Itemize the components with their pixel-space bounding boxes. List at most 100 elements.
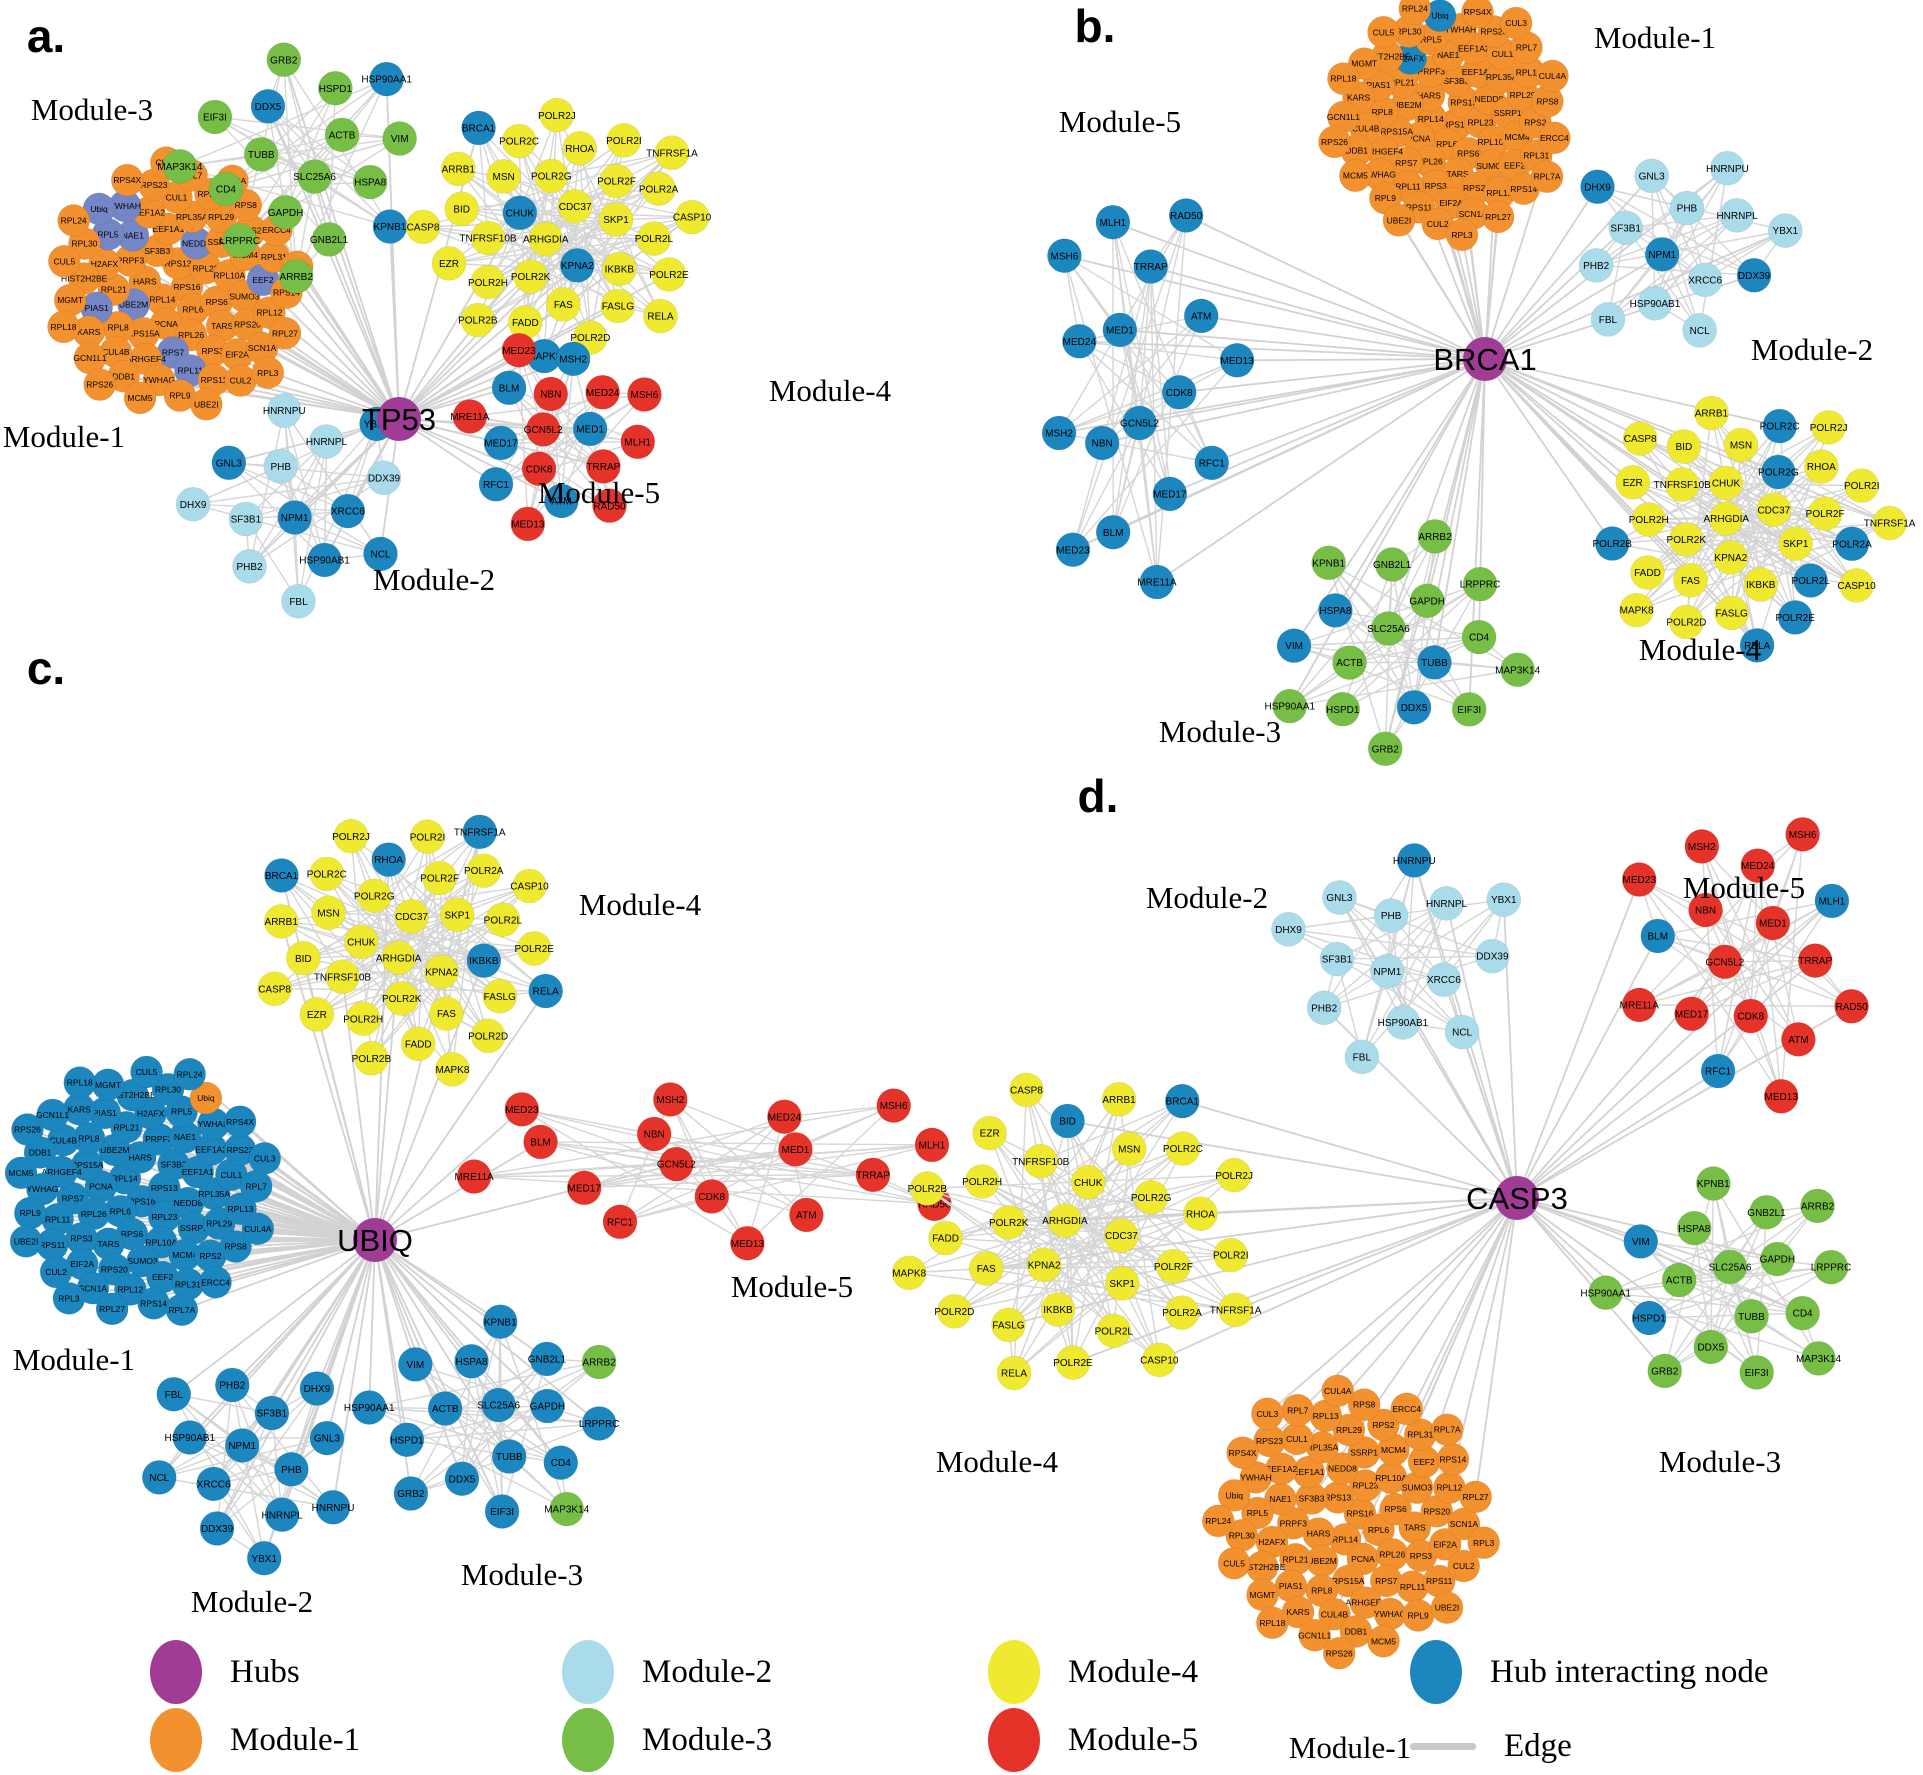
node-GNL3[interactable]: GNL3 — [1322, 880, 1357, 915]
gene-node-circle[interactable] — [299, 997, 335, 1032]
node-PHB[interactable]: PHB — [1373, 898, 1409, 933]
gene-node-circle[interactable] — [1814, 883, 1850, 919]
node-IKBKB[interactable]: IKBKB — [602, 251, 637, 287]
gene-node-circle[interactable] — [36, 1098, 69, 1132]
node-MED1[interactable]: MED1 — [1755, 905, 1791, 941]
node-CASP10[interactable]: CASP10 — [1837, 568, 1876, 603]
gene-node-circle[interactable] — [1318, 593, 1353, 628]
gene-node-circle[interactable] — [309, 856, 345, 892]
gene-node-circle[interactable] — [968, 1251, 1004, 1286]
node-BLM[interactable]: BLM — [491, 370, 527, 406]
node-UBE2I[interactable]: UBE2I — [190, 387, 223, 421]
node-VIM[interactable]: VIM — [398, 1347, 433, 1382]
node-HNRNPU[interactable]: HNRNPU — [312, 1489, 355, 1525]
node-ERCC4[interactable]: ERCC4 — [1390, 1392, 1424, 1426]
gene-node-circle[interactable] — [1777, 600, 1813, 635]
gene-node-circle[interactable] — [1800, 1188, 1835, 1224]
gene-node-circle[interactable] — [1684, 829, 1720, 864]
gene-node-circle[interactable] — [1756, 492, 1792, 528]
gene-node-circle[interactable] — [208, 171, 244, 207]
node-TNFRSF1A[interactable]: TNFRSF1A — [454, 814, 506, 850]
node-MCM5[interactable]: MCM5 — [4, 1156, 38, 1190]
node-PHB2[interactable]: PHB2 — [232, 549, 267, 584]
node-MED24[interactable]: MED24 — [1062, 323, 1097, 359]
gene-node-circle[interactable] — [1426, 962, 1462, 997]
gene-node-circle[interactable] — [1318, 1597, 1351, 1631]
gene-node-circle[interactable] — [1634, 158, 1669, 194]
gene-node-circle[interactable] — [1156, 1248, 1191, 1284]
gene-node-circle[interactable] — [521, 451, 557, 487]
gene-node-circle[interactable] — [1631, 502, 1667, 537]
node-DDX5[interactable]: DDX5 — [1396, 690, 1432, 725]
gene-node-circle[interactable] — [460, 302, 496, 338]
gene-node-circle[interactable] — [1430, 1413, 1464, 1446]
node-UBE2I[interactable]: UBE2I — [1382, 203, 1416, 237]
gene-node-circle[interactable] — [344, 924, 379, 960]
node-FASLG[interactable]: FASLG — [1714, 595, 1749, 631]
gene-node-circle[interactable] — [1104, 1218, 1139, 1253]
gene-node-circle[interactable] — [57, 204, 90, 237]
hub-UBIQ[interactable]: UBIQ — [337, 1218, 413, 1262]
node-POLR2E[interactable]: POLR2E — [1053, 1345, 1093, 1380]
node-NPM1[interactable]: NPM1 — [1644, 237, 1680, 272]
gene-node-circle[interactable] — [991, 1307, 1026, 1343]
gene-node-circle[interactable] — [1785, 1295, 1820, 1331]
gene-node-circle[interactable] — [470, 220, 506, 256]
node-HSPD1[interactable]: HSPD1 — [389, 1422, 425, 1458]
gene-node-circle[interactable] — [1183, 298, 1219, 334]
gene-node-circle[interactable] — [972, 1115, 1007, 1151]
gene-node-circle[interactable] — [482, 1304, 518, 1339]
node-DDX39[interactable]: DDX39 — [1736, 257, 1772, 293]
node-BLM[interactable]: BLM — [1095, 514, 1131, 550]
node-RPL7A[interactable]: RPL7A — [165, 1293, 199, 1327]
gene-node-circle[interactable] — [257, 971, 292, 1007]
gene-node-circle[interactable] — [470, 264, 506, 300]
node-RELA[interactable]: RELA — [643, 298, 678, 334]
node-POLR2J[interactable]: POLR2J — [332, 818, 370, 854]
node-EIF3I[interactable]: EIF3I — [1451, 692, 1487, 727]
gene-node-circle[interactable] — [543, 1445, 579, 1480]
node-FADD[interactable]: FADD — [1630, 555, 1665, 590]
gene-node-circle[interactable] — [1839, 568, 1874, 603]
gene-node-circle[interactable] — [581, 1344, 617, 1380]
node-POLR2E[interactable]: POLR2E — [515, 931, 555, 966]
node-CASP8[interactable]: CASP8 — [1009, 1072, 1044, 1108]
gene-node-circle[interactable] — [586, 449, 621, 484]
node-RHOA[interactable]: RHOA — [1183, 1196, 1218, 1231]
gene-node-circle[interactable] — [389, 1422, 425, 1458]
node-ARRB2[interactable]: ARRB2 — [1417, 519, 1453, 554]
gene-node-circle[interactable] — [502, 195, 538, 231]
gene-node-circle[interactable] — [241, 1212, 275, 1246]
gene-node-circle[interactable] — [1661, 1262, 1697, 1298]
gene-node-circle[interactable] — [937, 1293, 972, 1329]
gene-node-circle[interactable] — [278, 259, 314, 294]
node-CUL5[interactable]: CUL5 — [130, 1055, 163, 1089]
gene-node-circle[interactable] — [654, 135, 690, 171]
node-GNB2L1[interactable]: GNB2L1 — [310, 222, 349, 257]
node-CDK8[interactable]: CDK8 — [1161, 374, 1197, 410]
node-ATM[interactable]: ATM — [1183, 298, 1219, 334]
gene-node-circle[interactable] — [533, 158, 569, 194]
gene-node-circle[interactable] — [1102, 312, 1138, 348]
gene-node-circle[interactable] — [48, 245, 81, 278]
gene-node-circle[interactable] — [1755, 905, 1791, 941]
node-GAPDH[interactable]: GAPDH — [530, 1388, 566, 1424]
node-GNL3[interactable]: GNL3 — [1634, 158, 1669, 194]
gene-node-circle[interactable] — [91, 1068, 125, 1102]
node-MED17[interactable]: MED17 — [483, 425, 519, 461]
gene-node-circle[interactable] — [11, 1113, 44, 1146]
gene-node-circle[interactable] — [110, 163, 144, 197]
node-BRCA1[interactable]: BRCA1 — [461, 110, 496, 146]
gene-node-circle[interactable] — [232, 549, 267, 584]
gene-node-circle[interactable] — [1673, 562, 1708, 598]
gene-node-circle[interactable] — [309, 424, 344, 459]
node-CDC37[interactable]: CDC37 — [1756, 492, 1792, 528]
gene-node-circle[interactable] — [1009, 1072, 1044, 1108]
gene-node-circle[interactable] — [1844, 468, 1880, 503]
node-NCL[interactable]: NCL — [141, 1460, 177, 1495]
node-CDC37[interactable]: CDC37 — [394, 899, 429, 934]
node-RPS4X[interactable]: RPS4X — [223, 1105, 257, 1139]
gene-node-circle[interactable] — [39, 1255, 73, 1289]
node-EEF2[interactable]: EEF2 — [1407, 1445, 1441, 1479]
gene-node-circle[interactable] — [1707, 944, 1743, 980]
